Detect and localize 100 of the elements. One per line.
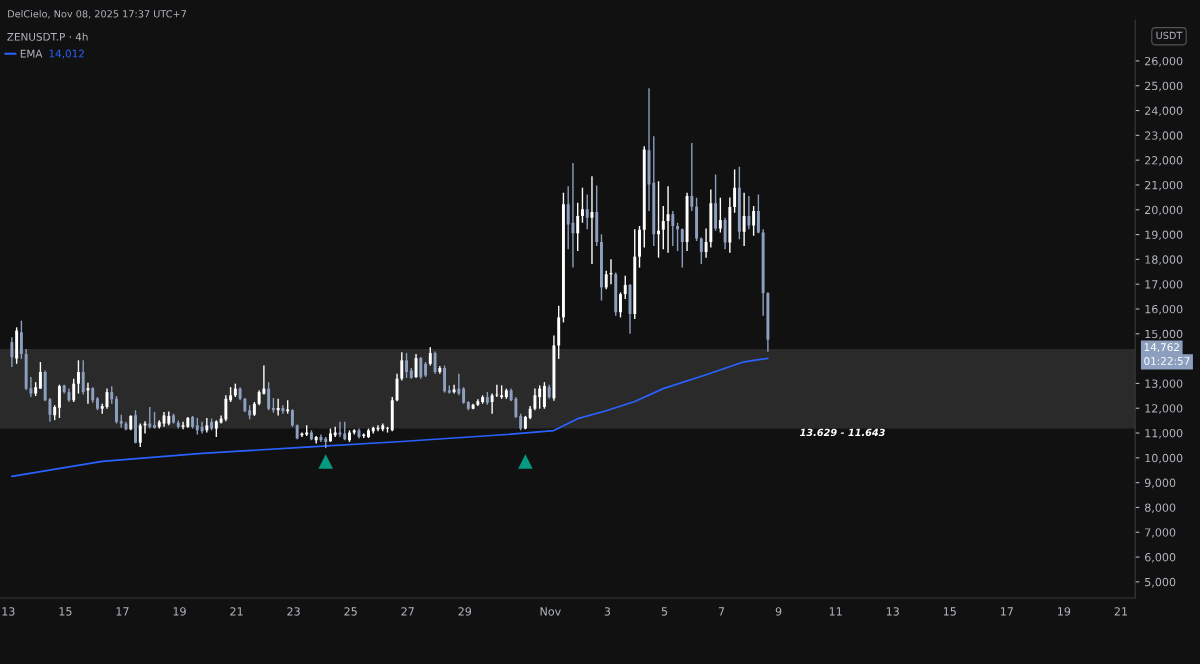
candlestick	[405, 352, 409, 379]
candlestick	[604, 270, 608, 290]
candlestick	[490, 392, 494, 415]
candlestick	[419, 356, 423, 380]
candlestick	[153, 411, 156, 430]
y-tick-label: 23,000	[1145, 131, 1183, 141]
candlestick	[367, 427, 370, 439]
x-tick-label: 17	[116, 607, 129, 616]
x-tick-label: 7	[718, 607, 725, 616]
candlestick	[200, 421, 204, 435]
candlestick	[400, 351, 404, 382]
candlestick	[10, 336, 14, 368]
y-tick-label: 8,000	[1144, 503, 1176, 513]
candlestick	[538, 384, 542, 410]
candlestick	[571, 162, 575, 269]
y-tick-label: 24,000	[1145, 106, 1183, 117]
legend-label: EMA	[20, 49, 43, 58]
y-tick-label: 19,000	[1145, 230, 1183, 241]
text: DelCielo, Nov 08, 2025 17:37 UTC+7	[8, 9, 186, 19]
x-tick-label: 19	[1058, 607, 1071, 616]
candlestick	[533, 387, 537, 411]
candlestick	[590, 175, 594, 265]
y-tick-label: 17,000	[1145, 280, 1183, 290]
candlestick	[704, 227, 708, 259]
text: ZENUSDT.P · 4h	[7, 32, 88, 41]
x-tick-label: 3	[604, 607, 611, 616]
y-tick-label: 10,000	[1145, 453, 1183, 464]
y-tick-label: 21,000	[1145, 180, 1183, 191]
x-tick-label: 25	[344, 607, 357, 616]
x-tick-label: 13	[886, 607, 899, 616]
candlestick	[542, 381, 546, 410]
candlestick	[72, 378, 76, 403]
candlestick	[219, 414, 223, 425]
candlestick	[638, 225, 641, 269]
line-series	[11, 357, 769, 478]
y-tick-label: 15,000	[1145, 329, 1183, 340]
candlestick	[76, 359, 80, 395]
candlestick	[172, 412, 176, 425]
candlestick	[433, 350, 437, 375]
candlestick	[267, 381, 271, 411]
candlestick	[756, 193, 760, 235]
x-tick-label: 5	[661, 607, 668, 616]
y-tick-label: 6,000	[1145, 553, 1176, 563]
candlestick	[742, 191, 746, 247]
candlestick	[733, 168, 737, 214]
candlestick	[428, 346, 432, 367]
candlestick	[699, 236, 703, 265]
candlestick	[718, 197, 722, 234]
x-tick-label: 21	[1114, 607, 1127, 616]
candlestick	[580, 186, 584, 224]
y-tick-label: 16,000	[1145, 304, 1183, 315]
x-tick-label: 29	[458, 607, 472, 616]
y-axis-title: USDT	[1156, 31, 1183, 40]
x-tick-label: Nov	[540, 607, 561, 616]
y-tick-label: 25,000	[1145, 81, 1183, 92]
candlestick	[600, 233, 603, 302]
candlestick	[148, 406, 152, 430]
x-tick-label: 15	[943, 607, 956, 616]
candlestick	[443, 364, 447, 394]
x-tick-label: 9	[775, 607, 782, 616]
candlestick	[81, 359, 85, 396]
x-tick-label: 17	[1000, 607, 1013, 616]
candlestick	[348, 429, 351, 443]
candlestick	[690, 142, 694, 212]
candlestick	[623, 275, 627, 300]
candlestick	[96, 396, 99, 411]
candlestick	[566, 185, 570, 250]
y-tick-label: 7,000	[1145, 528, 1176, 538]
candlestick	[752, 205, 756, 237]
candlestick	[386, 426, 389, 434]
y-tick-label: 18,000	[1145, 255, 1183, 265]
y-tick-label: 12,000	[1145, 404, 1183, 414]
candlestick	[457, 373, 461, 397]
candlestick	[747, 195, 751, 231]
candlestick	[281, 404, 285, 415]
annotation: 14,012	[49, 49, 84, 59]
candlestick	[619, 291, 622, 319]
candlestick	[328, 427, 332, 443]
candlestick	[224, 394, 228, 423]
y-tick-label: 5,000	[1145, 577, 1176, 588]
candlestick	[680, 227, 684, 269]
candlestick	[657, 180, 661, 259]
candlestick	[661, 205, 665, 250]
x-tick-label: 13	[2, 607, 15, 616]
y-tick-label: 9,000	[1144, 478, 1176, 489]
candlestick	[115, 395, 118, 425]
candlestick	[205, 417, 209, 434]
candlestick	[38, 361, 42, 390]
candlestick	[181, 421, 185, 431]
candlestick	[338, 421, 342, 438]
x-tick-label: 15	[59, 607, 72, 616]
candlestick	[671, 210, 675, 247]
candlestick	[666, 185, 670, 254]
candlestick	[576, 202, 580, 252]
y-tick-label: 26,000	[1145, 56, 1183, 67]
candlestick	[414, 353, 418, 379]
candlestick	[676, 221, 680, 252]
candlestick	[138, 422, 142, 448]
x-tick-label: 27	[401, 607, 414, 616]
text: 14,762	[1144, 343, 1179, 353]
